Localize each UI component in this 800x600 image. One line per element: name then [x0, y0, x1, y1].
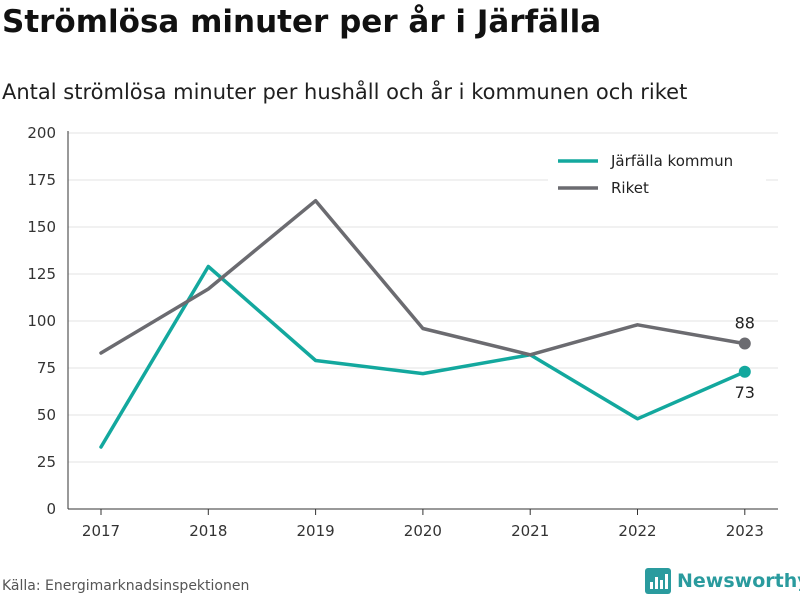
brand-name: Newsworthy	[677, 570, 800, 592]
series-line-riket	[99, 198, 747, 357]
series-line-jarfalla	[99, 264, 747, 449]
x-tick-label: 2022	[618, 522, 656, 540]
end-value-label: 73	[735, 383, 755, 402]
legend-label: Järfälla kommun	[610, 152, 733, 170]
y-tick-label: 50	[37, 406, 56, 424]
y-tick-label: 25	[37, 453, 56, 471]
x-tick-label: 2017	[82, 522, 120, 540]
x-tick-label: 2021	[511, 522, 549, 540]
chart-subtitle: Antal strömlösa minuter per hushåll och …	[2, 80, 688, 104]
y-tick-label: 150	[27, 218, 56, 236]
y-tick-label: 75	[37, 359, 56, 377]
series-end-marker	[738, 365, 751, 378]
series-end-marker	[738, 337, 751, 350]
y-tick-label: 100	[27, 312, 56, 330]
end-value-label: 88	[735, 314, 755, 333]
x-tick-label: 2023	[726, 522, 764, 540]
legend: Järfälla kommun Riket	[548, 146, 766, 206]
newsworthy-logo-icon	[645, 568, 671, 594]
x-tick-label: 2018	[189, 522, 227, 540]
source-note: Källa: Energimarknadsinspektionen	[2, 578, 250, 594]
y-tick-label: 125	[27, 265, 56, 283]
brand-logo: Newsworthy	[645, 568, 800, 594]
y-tick-label: 175	[27, 171, 56, 189]
chart-title: Strömlösa minuter per år i Järfälla	[2, 4, 602, 40]
end-labels: 73 88	[735, 314, 755, 402]
axes: 0 25 50 75 100 125 150 175 200 2017 2018 2019 2020 20…	[27, 124, 778, 540]
y-tick-label: 200	[27, 124, 56, 142]
y-tick-label: 0	[46, 500, 56, 518]
legend-box	[548, 146, 766, 206]
series	[99, 198, 751, 449]
x-tick-label: 2019	[297, 522, 335, 540]
x-tick-label: 2020	[404, 522, 442, 540]
legend-label: Riket	[611, 179, 649, 197]
